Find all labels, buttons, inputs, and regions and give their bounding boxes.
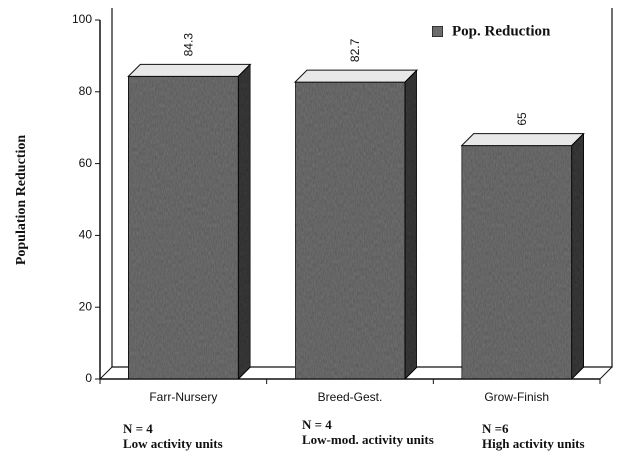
legend-swatch xyxy=(431,25,444,38)
bar-side xyxy=(237,63,251,381)
x-tick-label: Farr-Nursery xyxy=(149,390,217,404)
value-label: 84.3 xyxy=(182,33,196,57)
bar-front xyxy=(127,75,239,380)
annotation-text: Low-mod. activity units xyxy=(302,432,434,447)
bar xyxy=(293,68,419,381)
floor-edge xyxy=(99,366,113,380)
bar-front xyxy=(294,81,406,380)
bar-side xyxy=(404,68,418,381)
x-tick-label: Grow-Finish xyxy=(484,390,549,404)
bar-top xyxy=(127,63,252,77)
y-tick-label: 60 xyxy=(79,156,93,170)
y-axis-label: Population Reduction xyxy=(14,135,29,266)
legend-label: Pop. Reduction xyxy=(452,23,551,39)
y-tick-label: 40 xyxy=(79,228,93,242)
y-tick-label: 80 xyxy=(79,84,93,98)
y-tick-label: 0 xyxy=(85,371,92,385)
y-tick-label: 20 xyxy=(79,299,93,313)
bar-top xyxy=(293,69,419,83)
annotation-n: N =6 xyxy=(482,421,509,436)
annotation-n: N = 4 xyxy=(123,421,153,436)
annotation-n: N = 4 xyxy=(302,417,332,432)
annotation-text: Low activity units xyxy=(123,436,223,451)
y-tick-label: 100 xyxy=(72,12,92,26)
value-label: 65 xyxy=(515,112,529,126)
annotation: N = 4 Low activity units xyxy=(123,421,263,451)
annotation: N =6 High activity units xyxy=(482,421,622,451)
bar-top xyxy=(460,133,585,147)
bar xyxy=(127,63,252,381)
bar xyxy=(460,132,585,381)
floor-edge xyxy=(599,366,613,380)
value-label: 82.7 xyxy=(348,38,362,62)
annotation-text: High activity units xyxy=(482,436,585,451)
x-tick-label: Breed-Gest. xyxy=(318,390,383,404)
bar-side xyxy=(571,132,585,381)
bar-front xyxy=(461,145,573,380)
annotation: N = 4 Low-mod. activity units xyxy=(302,417,442,447)
